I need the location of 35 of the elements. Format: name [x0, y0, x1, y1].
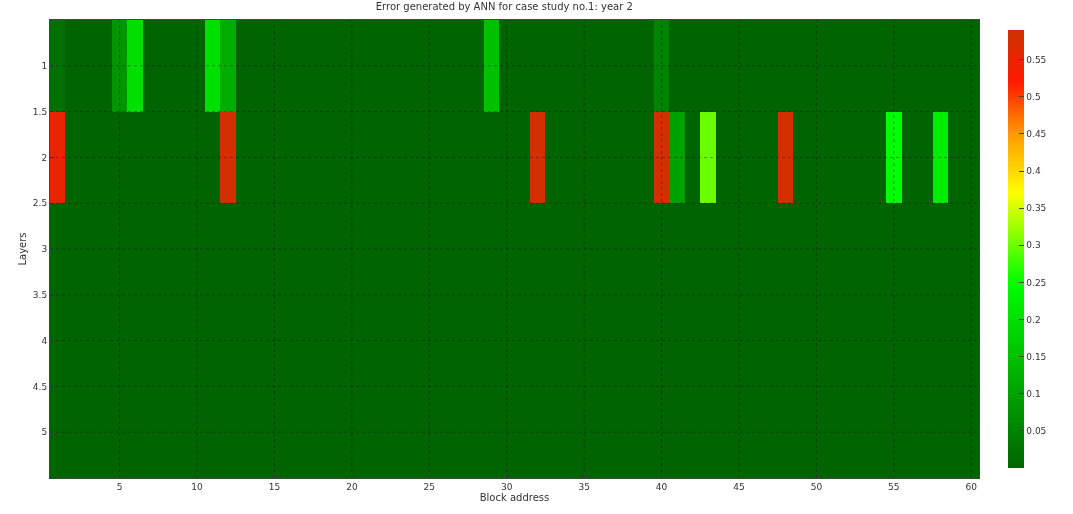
x-tick-label: 40 [655, 481, 668, 492]
y-tick-label: 4.5 [32, 381, 48, 392]
y-tick-label: 3 [41, 244, 48, 255]
y-tick-label: 1.5 [32, 106, 48, 117]
color-bar-label: 0.25 [1026, 277, 1047, 288]
x-tick-label: 50 [810, 481, 823, 492]
x-tick-label: 15 [268, 481, 281, 492]
chart-title: Error generated by ANN for case study no.1: year 2 [375, 0, 633, 12]
color-bar-label: 0.4 [1026, 166, 1041, 177]
x-tick-label: 10 [191, 481, 204, 492]
x-tick-label: 45 [733, 481, 745, 492]
color-bar-label: 0.55 [1026, 54, 1047, 65]
x-axis-title: Block address [479, 491, 550, 503]
y-tick-label: 2.5 [32, 198, 48, 209]
x-tick-label: 20 [346, 481, 358, 492]
x-tick-label: 5 [116, 481, 123, 492]
y-axis-title: Layers [16, 232, 28, 266]
x-tick-label: 30 [501, 481, 513, 492]
color-bar-label: 0.45 [1026, 129, 1047, 140]
y-tick-label: 2 [41, 152, 48, 163]
y-tick-label: 1 [41, 60, 48, 71]
x-tick-label: 55 [888, 481, 900, 492]
color-bar-label: 0.5 [1026, 91, 1041, 102]
x-tick-label: 25 [423, 481, 436, 492]
color-bar-label: 0.2 [1026, 314, 1041, 325]
color-bar-label: 0.1 [1026, 388, 1041, 399]
y-tick-label: 5 [41, 427, 48, 438]
color-bar-label: 0.05 [1026, 426, 1047, 437]
x-tick-label: 60 [965, 481, 978, 492]
color-bar-label: 0.15 [1026, 351, 1047, 362]
y-tick-label: 3.5 [32, 289, 48, 300]
y-tick-label: 4 [41, 335, 48, 346]
x-tick-label: 35 [578, 481, 590, 492]
color-bar-label: 0.3 [1026, 240, 1041, 251]
color-bar-label: 0.35 [1026, 203, 1047, 214]
